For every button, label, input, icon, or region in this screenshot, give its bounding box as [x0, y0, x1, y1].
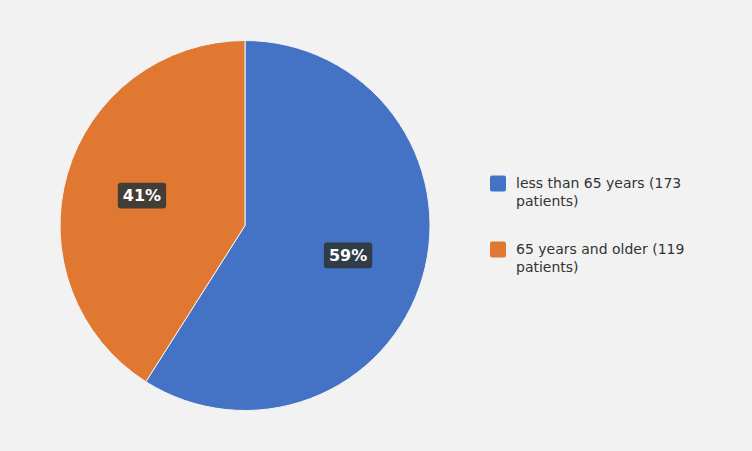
data-label-box [324, 243, 372, 269]
data-label-box [118, 183, 166, 209]
legend-label: less than 65 years (173 patients) [516, 175, 681, 209]
legend: less than 65 years (173patients)65 years… [490, 175, 684, 275]
legend-label-line: patients) [516, 193, 579, 209]
data-labels: 59% 41% [118, 183, 372, 269]
data-label-text: 41% [123, 186, 161, 205]
legend-swatch [490, 242, 506, 258]
legend-label-line: less than 65 years (173 [516, 175, 681, 191]
legend-label: 65 years and older (119 patients) [516, 241, 684, 275]
background [0, 0, 752, 451]
legend-label-line: 65 years and older (119 [516, 241, 684, 257]
chart-svg: 59%41%less than 65 years (173patients)65… [0, 0, 752, 451]
data-label-text: 59% [329, 246, 367, 265]
legend-item: 65 years and older (119 patients) [490, 241, 684, 275]
pie [60, 41, 430, 411]
data-label: 59% [324, 243, 372, 269]
legend-label-line: patients) [516, 259, 579, 275]
data-label: 41% [118, 183, 166, 209]
legend-item: less than 65 years (173 patients) [490, 175, 681, 209]
pie-slice [60, 41, 245, 382]
legend-swatch [490, 176, 506, 192]
chart-container: 59%41%less than 65 years (173patients)65… [0, 0, 752, 451]
